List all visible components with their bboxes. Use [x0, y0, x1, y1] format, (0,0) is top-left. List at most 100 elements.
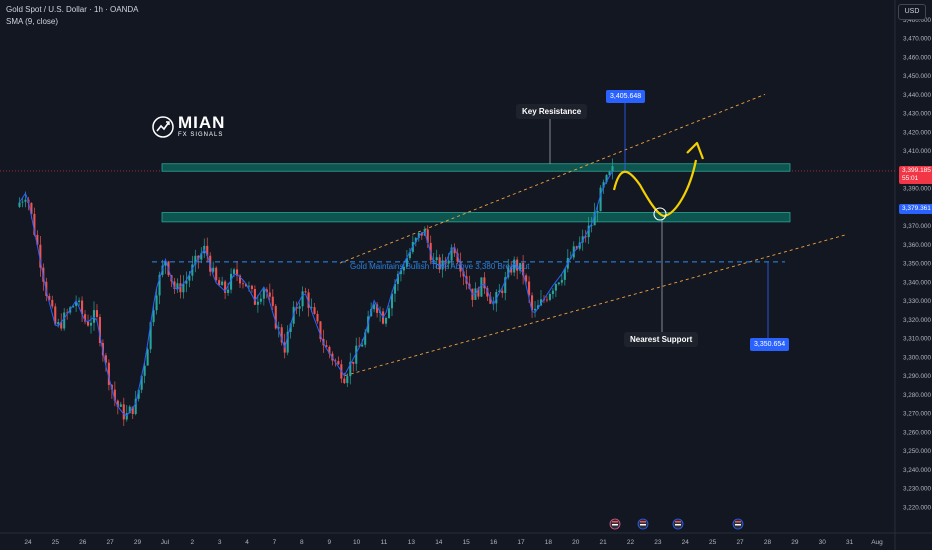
candle-body: [516, 259, 519, 271]
key-resistance-callout[interactable]: Key Resistance: [516, 104, 588, 119]
lower-target-price-tag[interactable]: 3,350.654: [750, 338, 790, 351]
candle-body: [334, 360, 337, 362]
candle-body: [298, 306, 301, 309]
event-icon-stripe: [640, 521, 646, 523]
candle-body: [54, 306, 57, 325]
candle-body: [578, 242, 581, 249]
candle-body: [86, 321, 90, 326]
candle-body: [402, 266, 405, 271]
last-price-axis-tag[interactable]: 3,399.185 55:01: [899, 165, 932, 184]
candle-body: [420, 233, 423, 236]
candle-body: [358, 345, 361, 347]
candle-body: [197, 255, 200, 260]
candle-body: [519, 262, 522, 271]
candle-body: [587, 225, 590, 238]
candle-body: [89, 322, 93, 326]
candle-body: [149, 322, 152, 350]
candle-body: [81, 300, 84, 315]
candle-body: [399, 270, 402, 275]
x-tick-label: 21: [600, 539, 608, 546]
candle-body: [271, 296, 274, 306]
candle-body: [554, 284, 557, 291]
candle-body: [78, 300, 81, 302]
upper-target-price-tag[interactable]: 3,405.648: [606, 90, 646, 103]
candle-body: [584, 236, 587, 238]
candle-body: [545, 299, 548, 301]
x-tick-label: 29: [134, 539, 142, 546]
candle-body: [441, 260, 444, 270]
candle-body: [21, 201, 24, 203]
y-tick-label: 3,480.000: [903, 17, 932, 24]
candle-body: [134, 398, 137, 414]
x-tick-label: 11: [381, 539, 388, 546]
candle-body: [426, 229, 429, 243]
candle-body: [364, 332, 367, 345]
y-tick-label: 3,290.000: [903, 373, 932, 380]
currency-button[interactable]: USD: [898, 4, 926, 20]
candle-body: [486, 288, 489, 297]
candle-body: [33, 213, 36, 235]
candle-body: [280, 327, 283, 343]
x-tick-label: 29: [791, 539, 799, 546]
candle-body: [590, 225, 593, 227]
y-tick-label: 3,390.000: [903, 186, 932, 193]
candle-body: [36, 234, 39, 245]
candle-body: [393, 283, 397, 294]
us-economic-event-icon[interactable]: [732, 518, 744, 530]
candle-body: [611, 166, 614, 172]
x-tick-label: 27: [107, 539, 115, 546]
candle-body: [447, 260, 450, 264]
candle-body: [575, 246, 578, 249]
x-tick-label: 23: [654, 539, 662, 546]
candle-body: [343, 378, 346, 384]
symbol-legend: Gold Spot / U.S. Dollar · 1h · OANDA SMA…: [6, 4, 139, 28]
candle-body: [212, 267, 215, 272]
candle-body: [18, 202, 21, 207]
candle-body: [179, 283, 182, 293]
event-icon-stripe: [675, 521, 681, 523]
event-icon-stripe: [735, 524, 741, 526]
candle-body: [227, 289, 230, 293]
news-event-icon[interactable]: [609, 518, 621, 530]
candle-body: [432, 260, 435, 261]
y-tick-label: 3,420.000: [903, 129, 932, 136]
candle-body: [390, 293, 394, 309]
candle-body: [122, 404, 125, 420]
candle-body: [528, 281, 531, 296]
candle-body: [596, 211, 599, 213]
symbol-title[interactable]: Gold Spot / U.S. Dollar · 1h · OANDA: [6, 5, 139, 14]
candle-body: [235, 269, 239, 276]
candle-body: [539, 299, 543, 306]
candle-body: [459, 261, 462, 272]
y-tick-label: 3,460.000: [903, 54, 932, 61]
candle-body: [24, 199, 27, 202]
us-economic-event-icon[interactable]: [637, 518, 649, 530]
candle-body: [155, 295, 158, 311]
candle-body: [116, 400, 119, 407]
candle-body: [188, 275, 191, 281]
sma-axis-tag[interactable]: 3,379.361: [899, 204, 932, 215]
candle-body: [262, 289, 265, 299]
candle-body: [387, 308, 391, 318]
indicator-label[interactable]: SMA (9, close): [6, 17, 59, 26]
x-tick-label: 22: [627, 539, 635, 546]
logo-name: MIAN: [178, 113, 226, 132]
candle-body: [268, 292, 271, 297]
us-economic-event-icon[interactable]: [672, 518, 684, 530]
channel-annotation-text: Gold Maintains Bullish Tone Above 3,380 …: [350, 262, 530, 271]
bull-logo-icon: [152, 115, 174, 138]
candle-body: [480, 277, 483, 297]
x-tick-label: 2: [191, 539, 195, 546]
y-tick-label: 3,220.000: [903, 504, 932, 511]
candle-body: [346, 376, 349, 384]
nearest-support-callout[interactable]: Nearest Support: [624, 332, 699, 347]
candle-body: [125, 413, 128, 420]
candle-body: [510, 267, 513, 273]
candle-body: [352, 361, 355, 364]
candle-body: [241, 283, 245, 285]
resistance-zone: [161, 163, 791, 172]
candle-body: [221, 281, 224, 286]
candle-body: [295, 306, 298, 309]
